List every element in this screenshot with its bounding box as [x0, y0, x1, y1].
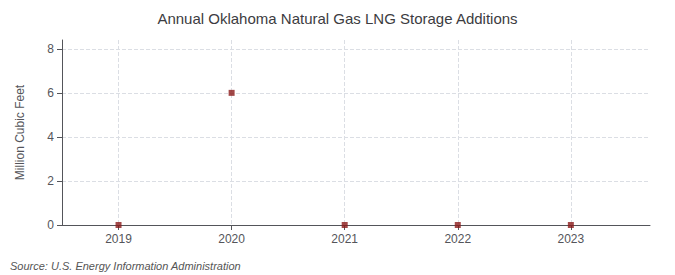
svg-text:4: 4	[47, 130, 54, 144]
svg-text:2020: 2020	[218, 232, 245, 246]
svg-text:6: 6	[47, 86, 54, 100]
svg-text:8: 8	[47, 42, 54, 56]
svg-text:2021: 2021	[331, 232, 358, 246]
svg-text:0: 0	[47, 218, 54, 232]
svg-text:2: 2	[47, 174, 54, 188]
svg-text:Annual Oklahoma Natural Gas LN: Annual Oklahoma Natural Gas LNG Storage …	[157, 10, 517, 27]
svg-text:2023: 2023	[557, 232, 584, 246]
svg-text:2019: 2019	[105, 232, 132, 246]
svg-text:Million Cubic Feet: Million Cubic Feet	[13, 84, 27, 180]
svg-text:2022: 2022	[444, 232, 471, 246]
svg-text:Source: U.S. Energy Informatio: Source: U.S. Energy Information Administ…	[10, 260, 241, 272]
